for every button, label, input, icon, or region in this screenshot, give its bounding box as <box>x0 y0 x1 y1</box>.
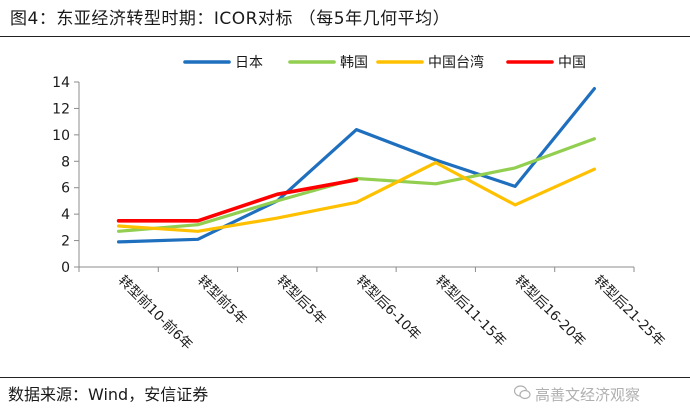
x-tick-label: 转型前10-前6年 <box>115 272 196 353</box>
legend-label: 中国 <box>558 55 586 71</box>
watermark: 高善文经济观察 <box>513 381 641 409</box>
bottom-rule <box>0 377 690 378</box>
wechat-icon <box>513 381 531 409</box>
series-line-3 <box>117 161 596 233</box>
y-tick-label: 2 <box>61 234 70 250</box>
x-tick-label: 转型后6-10年 <box>353 273 424 344</box>
y-tick-label: 4 <box>61 207 70 223</box>
legend-label: 韩国 <box>340 55 368 71</box>
y-tick-label: 6 <box>61 181 70 197</box>
data-source: 数据来源：Wind，安信证券 <box>8 385 209 404</box>
axes: 0 2 4 6 8 10 12 14 <box>52 75 635 276</box>
series-line-1 <box>117 87 596 244</box>
legend-label: 日本 <box>235 55 263 71</box>
series-lines <box>116 87 596 244</box>
figure-title: 图4：东亚经济转型时期：ICOR对标 （每5年几何平均） <box>10 9 451 29</box>
legend: 日本 韩国 中国台湾 中国 <box>183 54 586 71</box>
y-tick-label: 10 <box>52 128 70 144</box>
x-tick-label: 转型后11-15年 <box>432 273 509 350</box>
series-line-2 <box>117 137 596 233</box>
x-tick-label: 转型前5年 <box>194 272 250 328</box>
y-tick-label: 0 <box>61 260 70 276</box>
x-tick-label: 转型后21-25年 <box>591 273 668 350</box>
series-line-4 <box>116 178 359 223</box>
y-tick-label: 8 <box>61 154 70 170</box>
top-rule <box>0 36 690 37</box>
legend-label: 中国台湾 <box>428 54 484 71</box>
watermark-text: 高善文经济观察 <box>535 386 641 404</box>
x-tick-label: 转型后16-20年 <box>511 273 588 350</box>
x-tick-label: 转型后5年 <box>273 273 329 329</box>
y-tick-label: 14 <box>52 75 70 91</box>
y-tick-label: 12 <box>52 101 70 117</box>
